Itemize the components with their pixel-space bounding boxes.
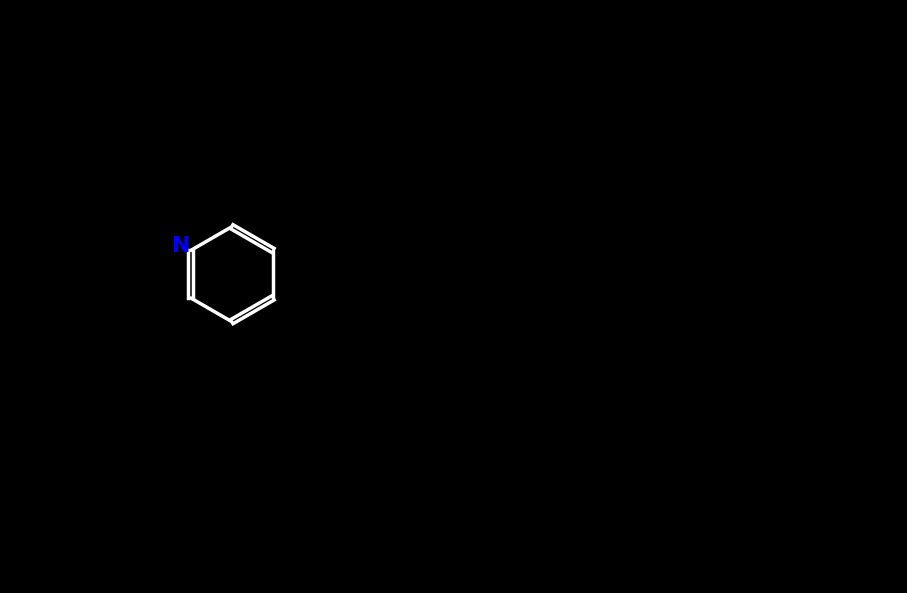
- Text: N: N: [172, 235, 190, 256]
